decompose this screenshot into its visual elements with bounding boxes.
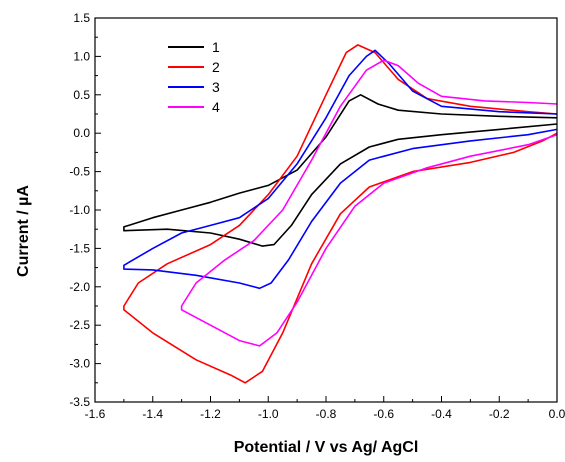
series-layer — [123, 44, 558, 384]
x-tick-label: -1.6 — [85, 407, 106, 421]
legend: 1 2 3 4 — [168, 39, 220, 115]
x-tick-label: -0.6 — [373, 407, 394, 421]
y-tick-label: 0.5 — [73, 88, 90, 102]
x-tick-label: -0.8 — [316, 407, 337, 421]
y-tick-label: -2.5 — [69, 318, 90, 332]
series-line-2 — [123, 44, 558, 384]
y-tick-label: -0.5 — [69, 165, 90, 179]
y-tick-label: -1.0 — [69, 203, 90, 217]
y-tick-label: -3.5 — [69, 395, 90, 409]
legend-label-2: 2 — [212, 59, 220, 75]
x-tick-label: -0.2 — [489, 407, 510, 421]
x-tick-label: -1.4 — [142, 407, 163, 421]
legend-label-4: 4 — [212, 99, 220, 115]
x-tick-label: -1.2 — [200, 407, 221, 421]
y-tick-label: 1.0 — [73, 49, 90, 63]
series-line-4 — [180, 59, 558, 347]
series-line-1 — [123, 94, 558, 247]
legend-label-3: 3 — [212, 79, 220, 95]
x-axis-title: Potential / V vs Ag/ AgCl — [234, 439, 419, 456]
y-axis-title: Current / µA — [15, 185, 32, 277]
x-tick-label: -1.0 — [258, 407, 279, 421]
legend-label-1: 1 — [212, 39, 220, 55]
x-tick-label: -0.4 — [431, 407, 452, 421]
tick-layer: -1.6 -1.4 -1.2 -1.0 -0.8 -0.6 -0.4 -0.2 0.0 -3.5 -… — [69, 11, 565, 421]
plot-area-frame — [94, 17, 558, 403]
series-line-3 — [123, 49, 558, 290]
y-tick-label: -2.0 — [69, 280, 90, 294]
y-tick-label: -3.0 — [69, 357, 90, 371]
y-tick-label: 1.5 — [73, 11, 90, 25]
y-tick-label: -1.5 — [69, 241, 90, 255]
y-tick-label: 0.0 — [73, 126, 90, 140]
x-tick-label: 0.0 — [549, 407, 565, 421]
